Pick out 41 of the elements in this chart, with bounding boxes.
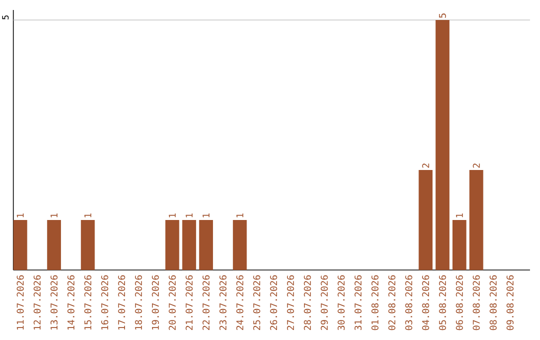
data-label: 1 (456, 213, 463, 218)
x-tick-label: 24.07.2026 (236, 275, 244, 330)
x-tick-label: 15.07.2026 (84, 275, 92, 330)
x-tick-label: 17.07.2026 (118, 275, 126, 330)
x-tick-label: 05.08.2026 (439, 275, 446, 330)
x-tick-label: 01.08.2026 (371, 275, 378, 330)
x-tick-label: 26.07.2026 (270, 275, 278, 330)
x-tick-label: 02.08.2026 (388, 275, 396, 330)
x-tick-label: 31.07.2026 (354, 275, 362, 330)
x-tick-label: 07.08.2026 (472, 275, 480, 330)
x-tick-label: 30.07.2026 (338, 275, 345, 330)
x-tick-label: 09.08.2026 (506, 275, 514, 330)
x-tick-label: 28.07.2026 (304, 275, 311, 330)
x-tick-label: 18.07.2026 (134, 275, 142, 330)
data-label: 2 (422, 164, 430, 168)
x-tick-label: 06.08.2026 (456, 275, 463, 330)
data-label: 1 (236, 213, 244, 218)
x-tick-label: 21.07.2026 (186, 275, 193, 330)
x-tick-label: 11.07.2026 (16, 275, 24, 330)
x-tick-label: 13.07.2026 (50, 275, 58, 330)
x-tick-label: 12.07.2026 (34, 275, 41, 330)
data-label: 5 (439, 14, 446, 18)
data-label: 1 (16, 213, 24, 218)
x-tick-label: 14.07.2026 (67, 275, 74, 330)
x-tick-label: 23.07.2026 (219, 275, 226, 330)
x-tick-label: 08.08.2026 (490, 275, 497, 330)
x-tick-label: 03.08.2026 (405, 275, 412, 330)
data-label: 1 (50, 213, 58, 218)
x-tick-label: 25.07.2026 (253, 275, 260, 330)
data-label: 1 (202, 213, 210, 218)
x-tick-label: 20.07.2026 (168, 275, 176, 330)
x-tick-label: 22.07.2026 (202, 275, 210, 330)
x-tick-label: 19.07.2026 (152, 275, 159, 330)
data-label: 1 (186, 213, 193, 218)
data-label: 2 (472, 164, 480, 168)
data-label: 1 (168, 213, 176, 218)
x-tick-label: 16.07.2026 (101, 275, 108, 330)
x-tick-label: 04.08.2026 (422, 275, 430, 330)
data-label: 1 (84, 213, 92, 218)
x-tick-label: 27.07.2026 (286, 275, 294, 330)
x-tick-label: 29.07.2026 (320, 275, 328, 330)
